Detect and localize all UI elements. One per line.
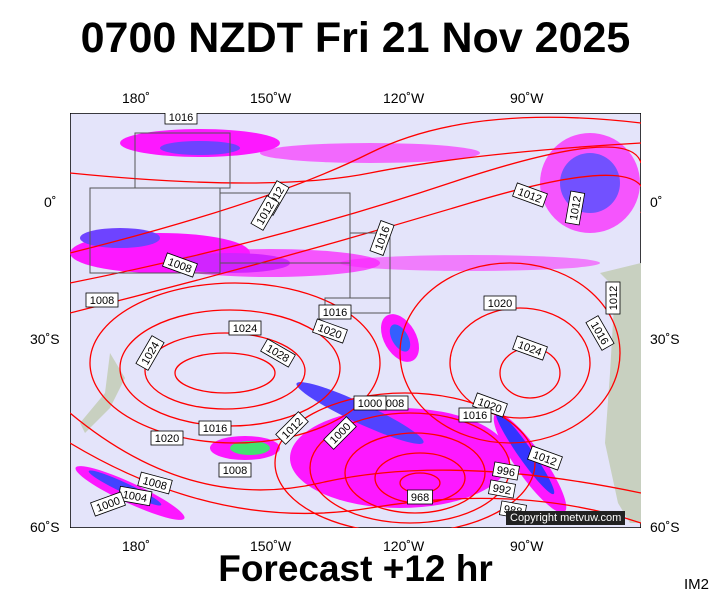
svg-text:1004: 1004 bbox=[122, 489, 148, 505]
isobar-label: 1016 bbox=[164, 113, 198, 125]
isobar-label: 1008 bbox=[137, 471, 173, 495]
svg-text:1016: 1016 bbox=[169, 113, 193, 124]
isobar-label: 1012 bbox=[564, 190, 586, 226]
isobar-label: 1016 bbox=[198, 420, 232, 436]
svg-text:1008: 1008 bbox=[90, 295, 114, 307]
isobar-label: 1008 bbox=[85, 292, 119, 308]
svg-text:1020: 1020 bbox=[488, 298, 512, 310]
svg-text:1000: 1000 bbox=[358, 398, 382, 410]
new-zealand bbox=[80, 353, 125, 433]
lon-label-top-120w: 120˚W bbox=[383, 90, 425, 106]
lat-label-right-60s: 60˚S bbox=[650, 519, 680, 535]
svg-text:1008: 1008 bbox=[223, 465, 247, 477]
lat-label-right-0: 0˚ bbox=[650, 194, 663, 210]
isobar-label: 1004 bbox=[117, 485, 153, 507]
copyright-notice: Copyright metvuw.com bbox=[506, 511, 626, 525]
isobar-label: 992 bbox=[488, 479, 516, 499]
svg-text:1020: 1020 bbox=[155, 433, 179, 445]
svg-text:1012: 1012 bbox=[608, 286, 620, 310]
land-areas bbox=[80, 263, 641, 523]
svg-text:1016: 1016 bbox=[463, 410, 487, 422]
lon-label-bottom-180: 180˚ bbox=[122, 538, 151, 554]
isobar-label: 1020 bbox=[150, 430, 184, 446]
image-code: IM2 bbox=[683, 576, 709, 593]
isobar-label: 1016 bbox=[318, 304, 352, 320]
svg-text:1016: 1016 bbox=[323, 307, 347, 319]
map-title: 0700 NZDT Fri 21 Nov 2025 bbox=[80, 14, 631, 62]
isobar-label: 1000 bbox=[353, 395, 387, 411]
lat-label-left-60s: 60˚S bbox=[30, 519, 60, 535]
isobar-label: 1012 bbox=[605, 281, 621, 315]
lon-label-bottom-120w: 120˚W bbox=[383, 538, 425, 554]
svg-text:996: 996 bbox=[496, 464, 516, 479]
lat-label-right-30s: 30˚S bbox=[650, 331, 680, 347]
lat-label-left-0: 0˚ bbox=[44, 194, 57, 210]
svg-text:992: 992 bbox=[492, 482, 512, 497]
isobar-label: 1020 bbox=[483, 295, 517, 311]
svg-text:1024: 1024 bbox=[233, 323, 257, 335]
svg-text:1016: 1016 bbox=[203, 423, 227, 435]
svg-text:968: 968 bbox=[411, 492, 429, 504]
isobar-label: 1008 bbox=[218, 462, 252, 478]
forecast-label: Forecast +12 hr bbox=[218, 548, 493, 589]
lon-label-bottom-90w: 90˚W bbox=[510, 538, 544, 554]
lon-label-top-90w: 90˚W bbox=[510, 90, 544, 106]
isobar-label: 1016 bbox=[458, 407, 492, 423]
isobar-label: 1024 bbox=[228, 320, 262, 336]
lon-label-top-180: 180˚ bbox=[122, 90, 151, 106]
lat-label-left-30s: 30˚S bbox=[30, 331, 60, 347]
isobar-label: 968 bbox=[407, 489, 433, 505]
lon-label-bottom-150w: 150˚W bbox=[250, 538, 292, 554]
lon-label-top-150w: 150˚W bbox=[250, 90, 292, 106]
isobar-label: 996 bbox=[492, 461, 520, 481]
svg-text:1012: 1012 bbox=[568, 195, 584, 221]
region-boxes bbox=[89, 132, 391, 314]
